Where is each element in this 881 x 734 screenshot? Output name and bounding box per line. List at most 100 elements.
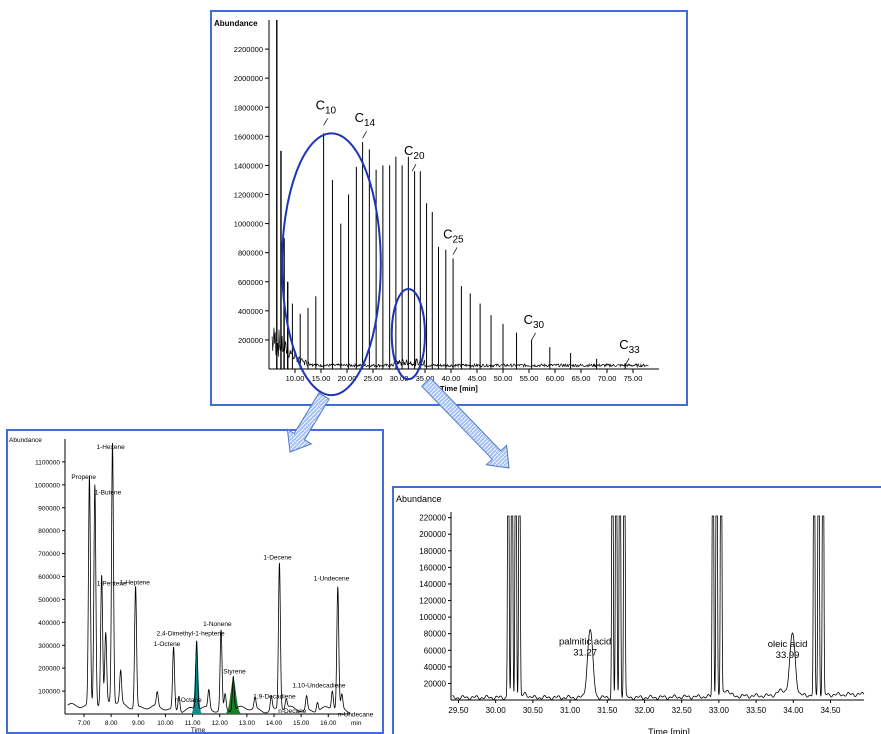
carbon-label-25: C25 <box>443 226 464 245</box>
x-axis-label: Time <box>191 727 206 734</box>
y-tick-label: 120000 <box>419 597 446 606</box>
x-tick-label: 65.00 <box>572 374 591 383</box>
y-tick-label: 2000000 <box>234 74 263 83</box>
light-fraction-chromatogram: Abundance 100000 200000 300000 400000 500000 6… <box>9 437 374 734</box>
x-axis-label: Time [min] <box>648 727 690 734</box>
y-tick-label: 200000 <box>238 336 263 345</box>
peak-label: 1,10-Undecadiene <box>292 683 346 690</box>
peak-label: 1-Butene <box>95 490 122 497</box>
x-axis-unit: min <box>351 720 362 727</box>
carbon-label-leader <box>624 358 630 366</box>
carbon-label-base: C <box>619 337 628 352</box>
x-tick-label: 32.00 <box>634 706 655 715</box>
x-tick-label: 15.00 <box>293 720 310 727</box>
fatty-acid-chromatogram: Abundance 20000 40000 60000 80000 100000 12000… <box>396 494 865 734</box>
x-tick-label: 70.00 <box>598 374 617 383</box>
annotation-oleic-acid-value: 33.99 <box>776 650 800 661</box>
y-tick-label: 180000 <box>419 547 446 556</box>
y-tick-label: 1400000 <box>234 161 263 170</box>
zoom-ellipse-2 <box>390 288 426 381</box>
zoom-light-fraction-panel: Abundance 100000 200000 300000 400000 500000 6… <box>6 429 384 734</box>
x-tick-label: 33.50 <box>746 706 767 715</box>
x-tick-label: 31.50 <box>597 706 618 715</box>
carbon-label-base: C <box>443 226 452 241</box>
carbon-label-leader <box>452 247 458 255</box>
peak-label: 1-Decene <box>263 554 292 561</box>
peak-label: n-Undecane <box>338 711 374 718</box>
x-tick-label: 75.00 <box>624 374 643 383</box>
peak-label: 1-Nonene <box>203 621 232 628</box>
carbon-label-leader <box>323 118 328 126</box>
peak-label: 1-Hexene <box>97 444 126 451</box>
y-tick-label: 100000 <box>419 613 446 622</box>
y-tick-label: 200000 <box>419 530 446 539</box>
x-tick-label: 60.00 <box>546 374 565 383</box>
x-tick-label: 13.00 <box>239 720 256 727</box>
zoom-ellipse-1 <box>281 132 382 397</box>
x-tick-label: 16.00 <box>320 720 337 727</box>
x-tick-label: 55.00 <box>520 374 539 383</box>
x-tick-label: 15.00 <box>312 374 331 383</box>
x-tick-label: 32.50 <box>672 706 693 715</box>
x-tick-label: 9.00 <box>132 720 145 727</box>
x-tick-label: 50.00 <box>494 374 513 383</box>
carbon-label-20: C20 <box>404 143 425 162</box>
y-tick-label: 80000 <box>424 630 447 639</box>
y-tick-label: 20000 <box>424 679 447 688</box>
y-tick-label: 1800000 <box>234 103 263 112</box>
y-tick-label: 600000 <box>38 574 60 581</box>
x-tick-label: 45.00 <box>468 374 487 383</box>
carbon-label-base: C <box>316 97 325 112</box>
y-tick-label: 2200000 <box>234 45 263 54</box>
y-tick-label: 600000 <box>238 278 263 287</box>
carbon-label-14: C14 <box>355 110 376 129</box>
x-tick-label: 25.00 <box>364 374 383 383</box>
carbon-label-33: C33 <box>619 337 640 356</box>
x-tick-label: 10.00 <box>286 374 305 383</box>
x-tick-label: 30.50 <box>523 706 544 715</box>
y-tick-label: 1000000 <box>234 220 263 229</box>
chromatogram-trace <box>67 442 351 714</box>
main-chromatogram-panel: Abundance 200000 400000 600000 800000 1000000… <box>210 10 688 406</box>
carbon-label-leader <box>362 130 367 139</box>
peak-label: 1-Undecene <box>314 576 350 583</box>
peak-label: Styrene <box>223 669 246 676</box>
annotation-palmitic-acid-name: palmitic acid <box>559 637 611 648</box>
y-tick-label: 140000 <box>419 580 446 589</box>
y-tick-label: 1100000 <box>35 459 60 466</box>
x-tick-label: 7.00 <box>78 720 91 727</box>
annotation-oleic-acid-name: oleic acid <box>768 639 808 650</box>
x-tick-label: 12.00 <box>212 720 229 727</box>
peak-label: 2,4-Dimethyl-1-heptene <box>157 630 225 637</box>
x-tick-label: 35.00 <box>416 374 435 383</box>
carbon-label-base: C <box>404 143 413 158</box>
y-tick-label: 220000 <box>419 514 446 523</box>
zoom-fatty-acid-panel: Abundance 20000 40000 60000 80000 100000 12000… <box>392 486 881 734</box>
filled-peak-styrene <box>225 679 242 714</box>
main-chromatogram: Abundance 200000 400000 600000 800000 1000000… <box>214 19 659 397</box>
filled-peak-2-4-dimethyl-1-heptene <box>191 645 202 714</box>
peak-label: n-Octane <box>175 697 202 704</box>
carbon-label-leader <box>411 164 417 172</box>
x-tick-label: 10.00 <box>157 720 174 727</box>
peak-label: 1-Octene <box>154 641 181 648</box>
y-tick-label: 500000 <box>38 597 60 604</box>
peak-label: 1-Pentene <box>97 581 127 588</box>
y-axis-label: Abundance <box>214 19 258 28</box>
y-axis-label: Abundance <box>9 437 42 444</box>
y-axis-label: Abundance <box>396 494 442 504</box>
x-tick-label: 33.00 <box>709 706 730 715</box>
baseline-trace <box>271 327 649 369</box>
carbon-label-sub: 10 <box>325 105 337 116</box>
x-tick-label: 14.00 <box>266 720 283 727</box>
x-tick-label: 8.00 <box>105 720 118 727</box>
carbon-label-base: C <box>355 110 364 125</box>
y-tick-label: 400000 <box>38 620 60 627</box>
carbon-label-30: C30 <box>524 312 545 331</box>
annotation-palmitic-acid-value: 31.27 <box>573 648 597 659</box>
y-tick-label: 800000 <box>38 528 60 535</box>
carbon-label-10: C10 <box>316 97 337 116</box>
y-tick-label: 400000 <box>238 307 263 316</box>
x-tick-label: 34.00 <box>783 706 804 715</box>
y-tick-label: 200000 <box>38 666 60 673</box>
